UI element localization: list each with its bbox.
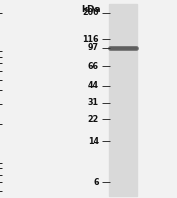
Text: 66: 66	[88, 62, 99, 71]
Text: 200: 200	[82, 8, 99, 17]
Text: 116: 116	[82, 35, 99, 44]
Text: 97: 97	[88, 43, 99, 52]
Text: 31: 31	[88, 98, 99, 107]
Text: 44: 44	[88, 81, 99, 90]
Bar	[109, 4, 137, 196]
Text: 14: 14	[88, 137, 99, 146]
Text: 22: 22	[88, 115, 99, 124]
Text: kDa: kDa	[81, 5, 101, 14]
Text: 6: 6	[93, 178, 99, 187]
